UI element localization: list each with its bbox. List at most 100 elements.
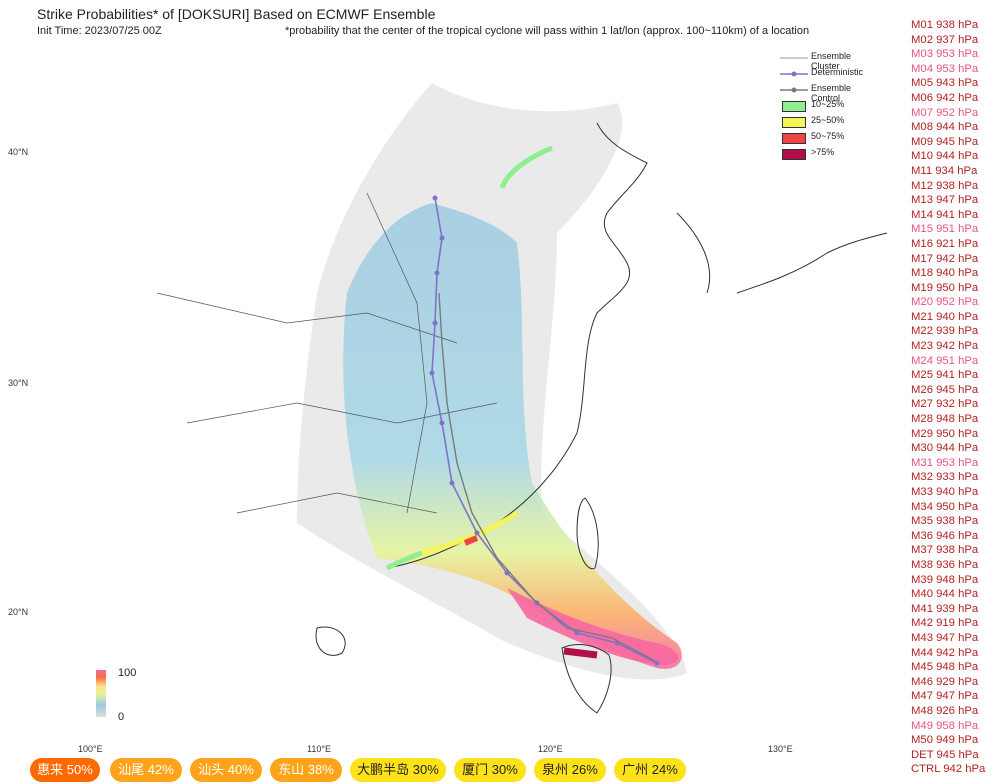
legend-label: Deterministic: [811, 67, 864, 77]
member-pressure-item: M33 940 hPa: [911, 486, 979, 498]
deterministic-line-icon: [780, 71, 808, 77]
member-pressure-item: M19 950 hPa: [911, 281, 979, 294]
location-badge: 厦门 30%: [454, 758, 526, 782]
chart-title: Strike Probabilities* of [DOKSURI] Based…: [37, 6, 436, 22]
legend-label: 25~50%: [811, 115, 845, 125]
member-pressure-item: M04 953 hPa: [911, 62, 979, 75]
member-pressure-item: M17 942 hPa: [911, 252, 979, 265]
legend-label: 10~25%: [811, 99, 845, 109]
location-badge: 大鹏半岛 30%: [350, 758, 446, 782]
member-pressure-item: M16 921 hPa: [911, 237, 979, 250]
high-prob-core: [507, 588, 679, 665]
member-pressure-item: M34 950 hPa: [911, 500, 979, 513]
lon-label-100: 100°E: [78, 744, 103, 754]
legend-swatch: [782, 101, 806, 112]
legend-swatch: [782, 149, 806, 160]
member-pressure-item: M40 944 hPa: [911, 588, 979, 601]
coast-highlight-yellow: [421, 510, 519, 556]
colorbar-min-label: 0: [118, 711, 125, 723]
member-pressure-item: M07 952 hPa: [911, 106, 979, 119]
lon-label-110: 110°E: [307, 744, 331, 754]
init-time: Init Time: 2023/07/25 00Z: [37, 25, 162, 37]
legend-swatch: [782, 117, 806, 128]
member-pressure-item: M18 940 hPa: [911, 267, 979, 280]
member-pressure-item: M48 926 hPa: [911, 704, 979, 717]
member-pressure-item: M31 953 hPa: [911, 456, 979, 469]
control-track: [438, 292, 656, 662]
member-pressure-item: M41 939 hPa: [911, 602, 979, 615]
lon-label-120: 120°E: [538, 744, 563, 754]
taiwan-outline: [576, 497, 599, 570]
member-pressure-item: M05 943 hPa: [911, 77, 979, 90]
member-pressure-item: M11 934 hPa: [911, 164, 978, 177]
member-pressure-item: M37 938 hPa: [911, 544, 979, 557]
cluster-line-icon: [780, 57, 808, 59]
member-pressure-list: M01 938 hPa M02 937 hPa M03 953 hPa M04 953…: [911, 18, 1000, 777]
map-canvas[interactable]: [37, 43, 907, 738]
legend-label: Ensemble Control: [811, 83, 852, 103]
member-pressure-item: M09 945 hPa: [911, 135, 979, 148]
member-pressure-item: M38 936 hPa: [911, 558, 979, 571]
member-pressure-item: M21 940 hPa: [911, 310, 979, 323]
member-pressure-item: M22 939 hPa: [911, 325, 979, 338]
member-pressure-item: M36 946 hPa: [911, 529, 979, 542]
member-pressure-item: DET 945 hPa: [911, 748, 979, 761]
lat-label-40: 40°N: [8, 147, 29, 157]
member-pressure-item: M30 944 hPa: [911, 442, 979, 455]
location-badge: 广州 24%: [614, 758, 686, 782]
member-pressure-item: M44 942 hPa: [911, 646, 979, 659]
luzon-outline: [561, 644, 612, 714]
member-pressure-item: M23 942 hPa: [911, 340, 979, 353]
coast-highlight-red: [463, 535, 479, 546]
member-pressure-item: M03 953 hPa: [911, 48, 979, 61]
member-pressure-item: M46 929 hPa: [911, 675, 979, 688]
member-pressure-item: M47 947 hPa: [911, 690, 979, 703]
member-pressure-item: M24 951 hPa: [911, 354, 979, 367]
lat-label-20: 20°N: [8, 607, 29, 617]
member-pressure-item: M32 933 hPa: [911, 471, 979, 484]
location-badge: 汕尾 42%: [110, 758, 182, 782]
member-pressure-item: M25 941 hPa: [911, 369, 979, 382]
probability-footnote: *probability that the center of the trop…: [285, 25, 810, 37]
probability-colorbar: [96, 670, 106, 717]
coast-highlight-green: [385, 550, 423, 571]
lon-label-130: 130°E: [768, 744, 793, 754]
member-pressure-item: M29 950 hPa: [911, 427, 979, 440]
location-badge: 泉州 26%: [534, 758, 606, 782]
member-pressure-item: M14 941 hPa: [911, 208, 979, 221]
legend-label: Ensemble Cluster: [811, 51, 852, 71]
korea-japan-outline: [676, 212, 888, 294]
member-pressure-item: M08 944 hPa: [911, 121, 979, 134]
location-badge: 汕头 40%: [190, 758, 262, 782]
coast-highlight-bohai: [499, 145, 553, 189]
member-pressure-item: M20 952 hPa: [911, 296, 979, 309]
member-pressure-item: M06 942 hPa: [911, 91, 979, 104]
member-pressure-item: M10 944 hPa: [911, 150, 979, 163]
member-pressure-item: M39 948 hPa: [911, 573, 979, 586]
member-pressure-item: M27 932 hPa: [911, 398, 979, 411]
member-pressure-item: M28 948 hPa: [911, 413, 979, 426]
member-pressure-item: CTRL 942 hPa: [911, 763, 986, 776]
lat-label-30: 30°N: [8, 378, 29, 388]
member-pressure-item: M35 938 hPa: [911, 515, 979, 528]
member-pressure-item: M15 951 hPa: [911, 223, 979, 236]
colorbar-max-label: 100: [118, 667, 137, 679]
member-pressure-item: M26 945 hPa: [911, 383, 979, 396]
hainan-outline: [315, 626, 346, 656]
legend-label: >75%: [811, 147, 835, 157]
legend-label: 50~75%: [811, 131, 845, 141]
member-pressure-item: M42 919 hPa: [911, 617, 979, 630]
control-line-icon: [780, 87, 808, 93]
member-pressure-item: M13 947 hPa: [911, 194, 979, 207]
member-pressure-item: M43 947 hPa: [911, 631, 979, 644]
luzon-highlight: [563, 647, 598, 659]
member-pressure-item: M02 937 hPa: [911, 33, 979, 46]
province-borders: [156, 192, 498, 514]
member-pressure-item: M49 958 hPa: [911, 719, 979, 732]
member-pressure-item: M45 948 hPa: [911, 661, 979, 674]
member-pressure-item: M50 949 hPa: [911, 734, 979, 747]
location-badge: 东山 38%: [270, 758, 342, 782]
location-badge: 惠来 50%: [30, 758, 100, 782]
legend-swatch: [782, 133, 806, 144]
member-pressure-item: M01 938 hPa: [911, 19, 979, 31]
